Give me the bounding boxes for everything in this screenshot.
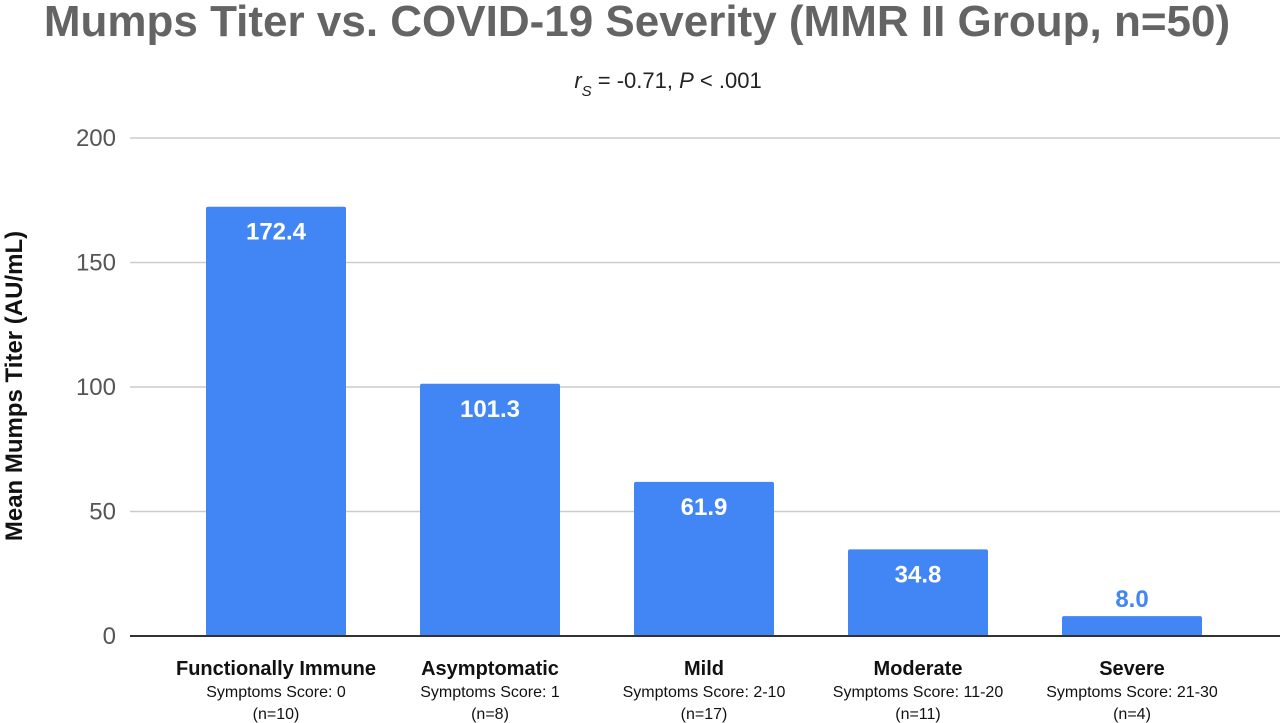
r-symbol: r (574, 68, 583, 93)
bars (206, 206, 1202, 636)
category-label: Functionally Immune (176, 658, 376, 680)
chart-title: Mumps Titer vs. COVID-19 Severity (MMR I… (44, 0, 1230, 46)
x-axis-categories: Functionally Immune Symptoms Score: 0 (n=1… (176, 658, 1218, 723)
y-axis-label: Mean Mumps Titer (AU/mL) (1, 231, 28, 541)
data-label: 61.9 (681, 494, 728, 521)
category-label: Severe (1099, 658, 1165, 680)
category-score: Symptoms Score: 21-30 (1046, 684, 1218, 701)
bar (634, 481, 774, 636)
p-value: < .001 (694, 68, 762, 93)
r-value: = -0.71, (592, 68, 679, 93)
r-subscript: S (582, 83, 592, 100)
y-tick-label: 150 (76, 250, 116, 277)
bar (1062, 616, 1202, 636)
category-label: Asymptomatic (421, 658, 559, 680)
category-score: Symptoms Score: 11-20 (833, 684, 1004, 701)
category-score: Symptoms Score: 2-10 (623, 684, 786, 701)
category-count: (n=10) (253, 706, 300, 723)
y-tick-label: 200 (76, 125, 116, 152)
category-count: (n=11) (895, 706, 941, 723)
category-count: (n=17) (681, 706, 728, 723)
data-label: 34.8 (895, 561, 942, 588)
category-score: Symptoms Score: 1 (420, 684, 560, 701)
bar (206, 206, 346, 636)
data-label: 8.0 (1115, 586, 1148, 613)
y-tick-label: 50 (89, 499, 116, 526)
y-tick-label: 0 (103, 623, 116, 650)
data-label: 101.3 (460, 396, 520, 423)
y-axis-ticks: 0 50 100 150 200 (76, 125, 116, 650)
category-count: (n=4) (1113, 706, 1151, 723)
category-count: (n=8) (471, 706, 509, 723)
bar (420, 383, 560, 636)
category-score: Symptoms Score: 0 (206, 684, 346, 701)
data-labels: 172.4 101.3 61.9 34.8 8.0 (246, 219, 1149, 613)
p-symbol: P (679, 68, 694, 93)
chart-subtitle: rS = -0.71, P < .001 (574, 68, 761, 100)
bar (848, 549, 988, 636)
category-label: Mild (684, 658, 724, 680)
category-label: Moderate (874, 658, 963, 680)
data-label: 172.4 (246, 219, 307, 246)
y-tick-label: 100 (76, 374, 116, 401)
